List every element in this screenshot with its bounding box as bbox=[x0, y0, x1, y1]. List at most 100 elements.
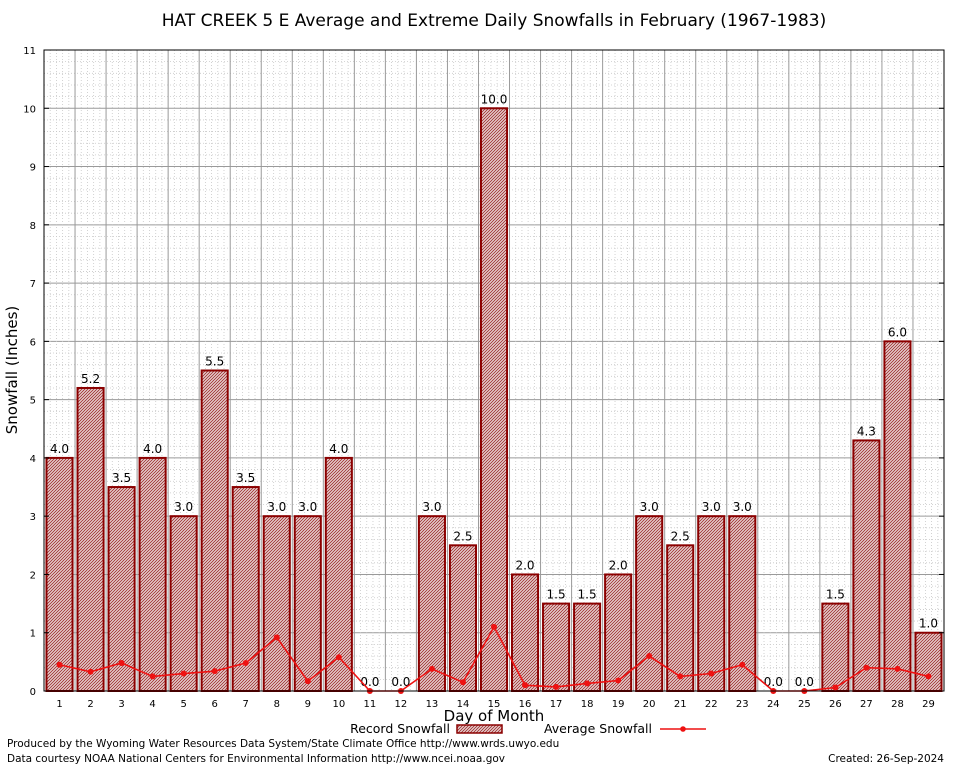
record-bar-day-16 bbox=[511, 573, 540, 692]
y-tick-label: 6 bbox=[30, 337, 36, 348]
record-bar-day-2 bbox=[76, 386, 105, 692]
average-point-day-22 bbox=[708, 670, 715, 677]
y-tick-label: 2 bbox=[30, 570, 36, 581]
record-bar-day-17 bbox=[542, 602, 571, 692]
x-tick-label-day-13: 13 bbox=[426, 699, 439, 710]
record-value-label-day-22: 3.0 bbox=[702, 500, 721, 514]
average-point-day-17 bbox=[553, 683, 560, 690]
average-point-day-2 bbox=[87, 668, 94, 675]
record-bar-day-15 bbox=[479, 107, 509, 693]
record-value-label-day-2: 5.2 bbox=[81, 372, 100, 386]
average-point-day-27 bbox=[863, 664, 870, 671]
record-value-label-day-4: 4.0 bbox=[143, 442, 162, 456]
record-bar-day-21 bbox=[666, 544, 695, 692]
y-tick-label: 5 bbox=[30, 396, 36, 407]
x-tick-label-day-29: 29 bbox=[922, 699, 935, 710]
x-tick-label-day-1: 1 bbox=[56, 699, 62, 710]
x-tick-label-day-11: 11 bbox=[363, 699, 376, 710]
y-axis-label: Snowfall (Inches) bbox=[3, 306, 21, 434]
footer-data-courtesy: Data courtesy NOAA National Centers for … bbox=[7, 753, 506, 765]
record-value-label-day-6: 5.5 bbox=[205, 355, 224, 369]
record-value-label-day-8: 3.0 bbox=[267, 500, 286, 514]
average-point-day-13 bbox=[428, 665, 435, 672]
x-tick-label-day-17: 17 bbox=[550, 699, 563, 710]
record-value-label-day-1: 4.0 bbox=[50, 442, 69, 456]
record-bar-day-1 bbox=[45, 456, 74, 692]
y-tick-label: 11 bbox=[23, 46, 36, 57]
record-bar-day-29 bbox=[914, 631, 943, 693]
record-bar-day-9 bbox=[293, 515, 322, 692]
record-value-label-day-19: 2.0 bbox=[609, 558, 628, 572]
record-value-label-day-9: 3.0 bbox=[298, 500, 317, 514]
average-point-day-8 bbox=[273, 634, 280, 641]
x-tick-label-day-27: 27 bbox=[860, 699, 873, 710]
x-tick-label-day-3: 3 bbox=[118, 699, 124, 710]
record-value-label-day-27: 4.3 bbox=[857, 424, 876, 438]
x-tick-label-day-14: 14 bbox=[457, 699, 470, 710]
record-bar-day-26 bbox=[821, 602, 850, 692]
x-axis-label: Day of Month bbox=[444, 707, 545, 725]
record-bar-day-8 bbox=[262, 515, 291, 692]
x-tick-label-day-21: 21 bbox=[674, 699, 687, 710]
record-bar-day-20 bbox=[635, 515, 664, 692]
x-tick-label-day-15: 15 bbox=[488, 699, 501, 710]
average-point-day-18 bbox=[584, 680, 591, 687]
y-tick-label: 9 bbox=[30, 163, 36, 174]
x-tick-label-day-8: 8 bbox=[274, 699, 280, 710]
x-tick-label-day-19: 19 bbox=[612, 699, 625, 710]
record-bar-day-7 bbox=[231, 486, 260, 692]
record-value-label-day-5: 3.0 bbox=[174, 500, 193, 514]
record-value-label-day-11: 0.0 bbox=[360, 675, 379, 689]
average-point-day-10 bbox=[335, 654, 342, 661]
x-tick-label-day-23: 23 bbox=[736, 699, 749, 710]
footer-created-date: Created: 26-Sep-2024 bbox=[828, 753, 944, 765]
legend-average-label: Average Snowfall bbox=[544, 721, 652, 736]
x-tick-label-day-18: 18 bbox=[581, 699, 594, 710]
average-point-day-6 bbox=[211, 668, 218, 675]
average-point-day-5 bbox=[180, 670, 187, 677]
record-value-label-day-12: 0.0 bbox=[391, 675, 410, 689]
average-point-day-3 bbox=[118, 660, 125, 667]
average-point-day-15 bbox=[491, 623, 497, 630]
record-value-label-day-24: 0.0 bbox=[764, 675, 783, 689]
record-value-label-day-28: 6.0 bbox=[888, 325, 907, 339]
footer-produced-by: Produced by the Wyoming Water Resources … bbox=[7, 738, 560, 750]
record-value-label-day-10: 4.0 bbox=[329, 442, 348, 456]
record-bar-day-6 bbox=[200, 369, 229, 692]
x-tick-label-day-12: 12 bbox=[395, 699, 408, 710]
x-tick-label-day-10: 10 bbox=[332, 699, 345, 710]
x-tick-label-day-9: 9 bbox=[305, 699, 311, 710]
x-tick-label-day-16: 16 bbox=[519, 699, 532, 710]
record-value-label-day-7: 3.5 bbox=[236, 471, 255, 485]
x-tick-label-day-28: 28 bbox=[891, 699, 904, 710]
record-value-label-day-25: 0.0 bbox=[795, 675, 814, 689]
x-tick-label-day-4: 4 bbox=[149, 699, 155, 710]
y-tick-label: 1 bbox=[30, 629, 36, 640]
record-bar-day-19 bbox=[604, 573, 633, 692]
record-value-label-day-21: 2.5 bbox=[671, 529, 690, 543]
record-bar-day-18 bbox=[573, 602, 602, 692]
record-bar-day-5 bbox=[169, 515, 198, 692]
average-point-day-9 bbox=[304, 678, 311, 685]
average-point-day-1 bbox=[56, 661, 63, 668]
record-value-label-day-14: 2.5 bbox=[453, 529, 472, 543]
record-bar-day-27 bbox=[852, 439, 881, 692]
x-tick-label-day-6: 6 bbox=[212, 699, 218, 710]
x-tick-label-day-20: 20 bbox=[643, 699, 656, 710]
record-bar-day-22 bbox=[697, 515, 726, 692]
plot-frame bbox=[43, 49, 945, 692]
y-tick-label: 0 bbox=[30, 687, 36, 698]
y-tick-label: 3 bbox=[30, 512, 36, 523]
average-point-day-21 bbox=[677, 673, 684, 680]
record-bar-day-28 bbox=[883, 340, 912, 692]
legend-record-label: Record Snowfall bbox=[350, 721, 450, 736]
y-tick-label: 10 bbox=[23, 104, 36, 115]
x-tick-label-day-22: 22 bbox=[705, 699, 718, 710]
record-value-label-day-26: 1.5 bbox=[826, 588, 845, 602]
x-tick-label-day-7: 7 bbox=[243, 699, 249, 710]
record-bar-day-4 bbox=[138, 456, 167, 692]
x-tick-label-day-26: 26 bbox=[829, 699, 842, 710]
average-point-day-29 bbox=[925, 673, 932, 680]
